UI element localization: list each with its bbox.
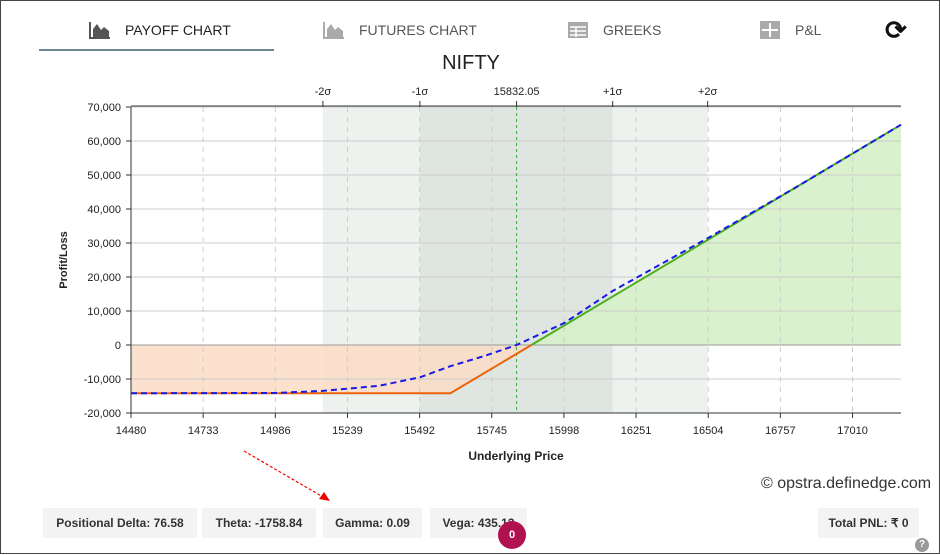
y-tick-label: 20,000 xyxy=(87,272,121,284)
top-tick-label: 15832.05 xyxy=(494,86,540,98)
gamma: Gamma: 0.09 xyxy=(323,508,422,538)
x-tick-label: 16757 xyxy=(765,425,796,437)
top-tick-label: -2σ xyxy=(315,86,332,98)
y-tick-label: 40,000 xyxy=(87,204,121,216)
y-tick-label: 50,000 xyxy=(87,170,121,182)
positional-delta: Positional Delta: 76.58 xyxy=(43,508,197,538)
area-chart-icon xyxy=(89,22,110,39)
arrow-head-icon xyxy=(319,492,330,501)
x-axis-label: Underlying Price xyxy=(468,449,564,463)
x-tick-label: 16504 xyxy=(693,425,724,437)
grid-icon xyxy=(760,21,780,39)
help-icon[interactable]: ? xyxy=(915,538,929,552)
x-tick-label: 15998 xyxy=(549,425,580,437)
y-tick-label: 60,000 xyxy=(87,136,121,148)
y-tick-label: 10,000 xyxy=(87,306,121,318)
tab-label: GREEKS xyxy=(603,22,662,38)
chart-title: NIFTY xyxy=(442,52,500,74)
area-chart-icon xyxy=(323,22,344,39)
tab-bar: PAYOFF CHART FUTURES CHART GREEKS P&L xyxy=(39,9,929,51)
x-tick-label: 16251 xyxy=(621,425,652,437)
x-tick-label: 17010 xyxy=(837,425,868,437)
tab-label: PAYOFF CHART xyxy=(125,22,231,38)
x-tick-label: 14480 xyxy=(116,425,147,437)
x-tick-label: 15239 xyxy=(332,425,363,437)
notification-badge[interactable]: 0 xyxy=(498,521,526,549)
theta: Theta: -1758.84 xyxy=(202,508,316,538)
tab-greeks[interactable]: GREEKS xyxy=(567,9,661,51)
annotation-arrow xyxy=(243,450,324,498)
top-tick-label: +2σ xyxy=(698,86,718,98)
x-tick-label: 14733 xyxy=(188,425,219,437)
expiry-line-loss xyxy=(131,344,532,395)
y-tick-label: 30,000 xyxy=(87,238,121,250)
total-pnl: Total PNL: ₹ 0 xyxy=(818,508,919,538)
refresh-icon[interactable]: ⟳ xyxy=(885,15,907,45)
x-tick-label: 15745 xyxy=(476,425,507,437)
y-tick-label: -10,000 xyxy=(84,374,121,386)
top-tick-label: +1σ xyxy=(603,86,623,98)
t0-line xyxy=(130,123,902,395)
watermark: © opstra.definedge.com xyxy=(761,475,932,492)
y-tick-label: 70,000 xyxy=(87,102,121,114)
y-tick-label: 0 xyxy=(115,340,121,352)
tab-label: P&L xyxy=(795,22,822,38)
loss-area xyxy=(131,345,532,394)
tab-label: FUTURES CHART xyxy=(359,22,477,38)
x-tick-label: 15492 xyxy=(404,425,435,437)
tab-futures-chart[interactable]: FUTURES CHART xyxy=(323,9,477,51)
top-tick-label: -1σ xyxy=(412,86,429,98)
tab-payoff-chart[interactable]: PAYOFF CHART xyxy=(89,9,231,51)
y-axis-label: Profit/Loss xyxy=(58,231,70,288)
y-tick-label: -20,000 xyxy=(84,408,121,420)
x-tick-label: 14986 xyxy=(260,425,291,437)
active-tab-indicator xyxy=(39,49,274,51)
tab-pnl[interactable]: P&L xyxy=(759,9,821,51)
table-icon xyxy=(568,22,588,38)
